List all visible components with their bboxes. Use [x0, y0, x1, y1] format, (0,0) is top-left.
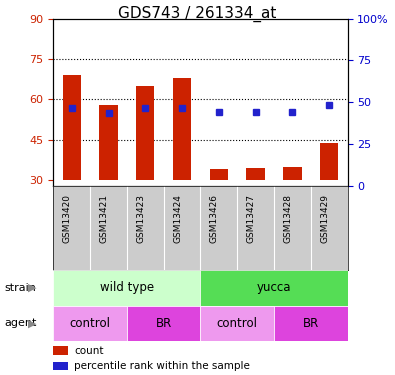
- Text: GSM13421: GSM13421: [100, 194, 109, 243]
- Bar: [127, 306, 201, 341]
- Bar: [136, 86, 154, 180]
- Bar: [283, 167, 302, 180]
- Bar: [246, 168, 265, 180]
- Text: GSM13429: GSM13429: [320, 194, 329, 243]
- Bar: [201, 270, 348, 306]
- Text: control: control: [70, 317, 111, 330]
- Text: GSM13426: GSM13426: [210, 194, 219, 243]
- Bar: [53, 306, 127, 341]
- Text: GSM13423: GSM13423: [136, 194, 145, 243]
- Bar: [320, 142, 339, 180]
- Bar: [53, 362, 68, 370]
- Bar: [99, 105, 118, 180]
- Text: strain: strain: [4, 283, 36, 293]
- Bar: [53, 270, 201, 306]
- Bar: [62, 75, 81, 180]
- Text: ▶: ▶: [28, 283, 37, 293]
- Bar: [210, 170, 228, 180]
- Bar: [274, 306, 348, 341]
- Text: GSM13424: GSM13424: [173, 194, 182, 243]
- Text: BR: BR: [303, 317, 319, 330]
- Text: GSM13427: GSM13427: [246, 194, 256, 243]
- Text: BR: BR: [156, 317, 172, 330]
- Text: GSM13420: GSM13420: [63, 194, 72, 243]
- Text: count: count: [74, 346, 103, 356]
- Text: ▶: ▶: [28, 318, 37, 328]
- Text: GSM13428: GSM13428: [284, 194, 292, 243]
- Text: wild type: wild type: [100, 281, 154, 294]
- Text: yucca: yucca: [257, 281, 291, 294]
- Bar: [173, 78, 191, 180]
- Text: percentile rank within the sample: percentile rank within the sample: [74, 361, 250, 371]
- Text: GDS743 / 261334_at: GDS743 / 261334_at: [118, 6, 276, 22]
- Text: agent: agent: [4, 318, 36, 328]
- Text: control: control: [217, 317, 258, 330]
- Bar: [201, 306, 274, 341]
- Bar: [53, 346, 68, 355]
